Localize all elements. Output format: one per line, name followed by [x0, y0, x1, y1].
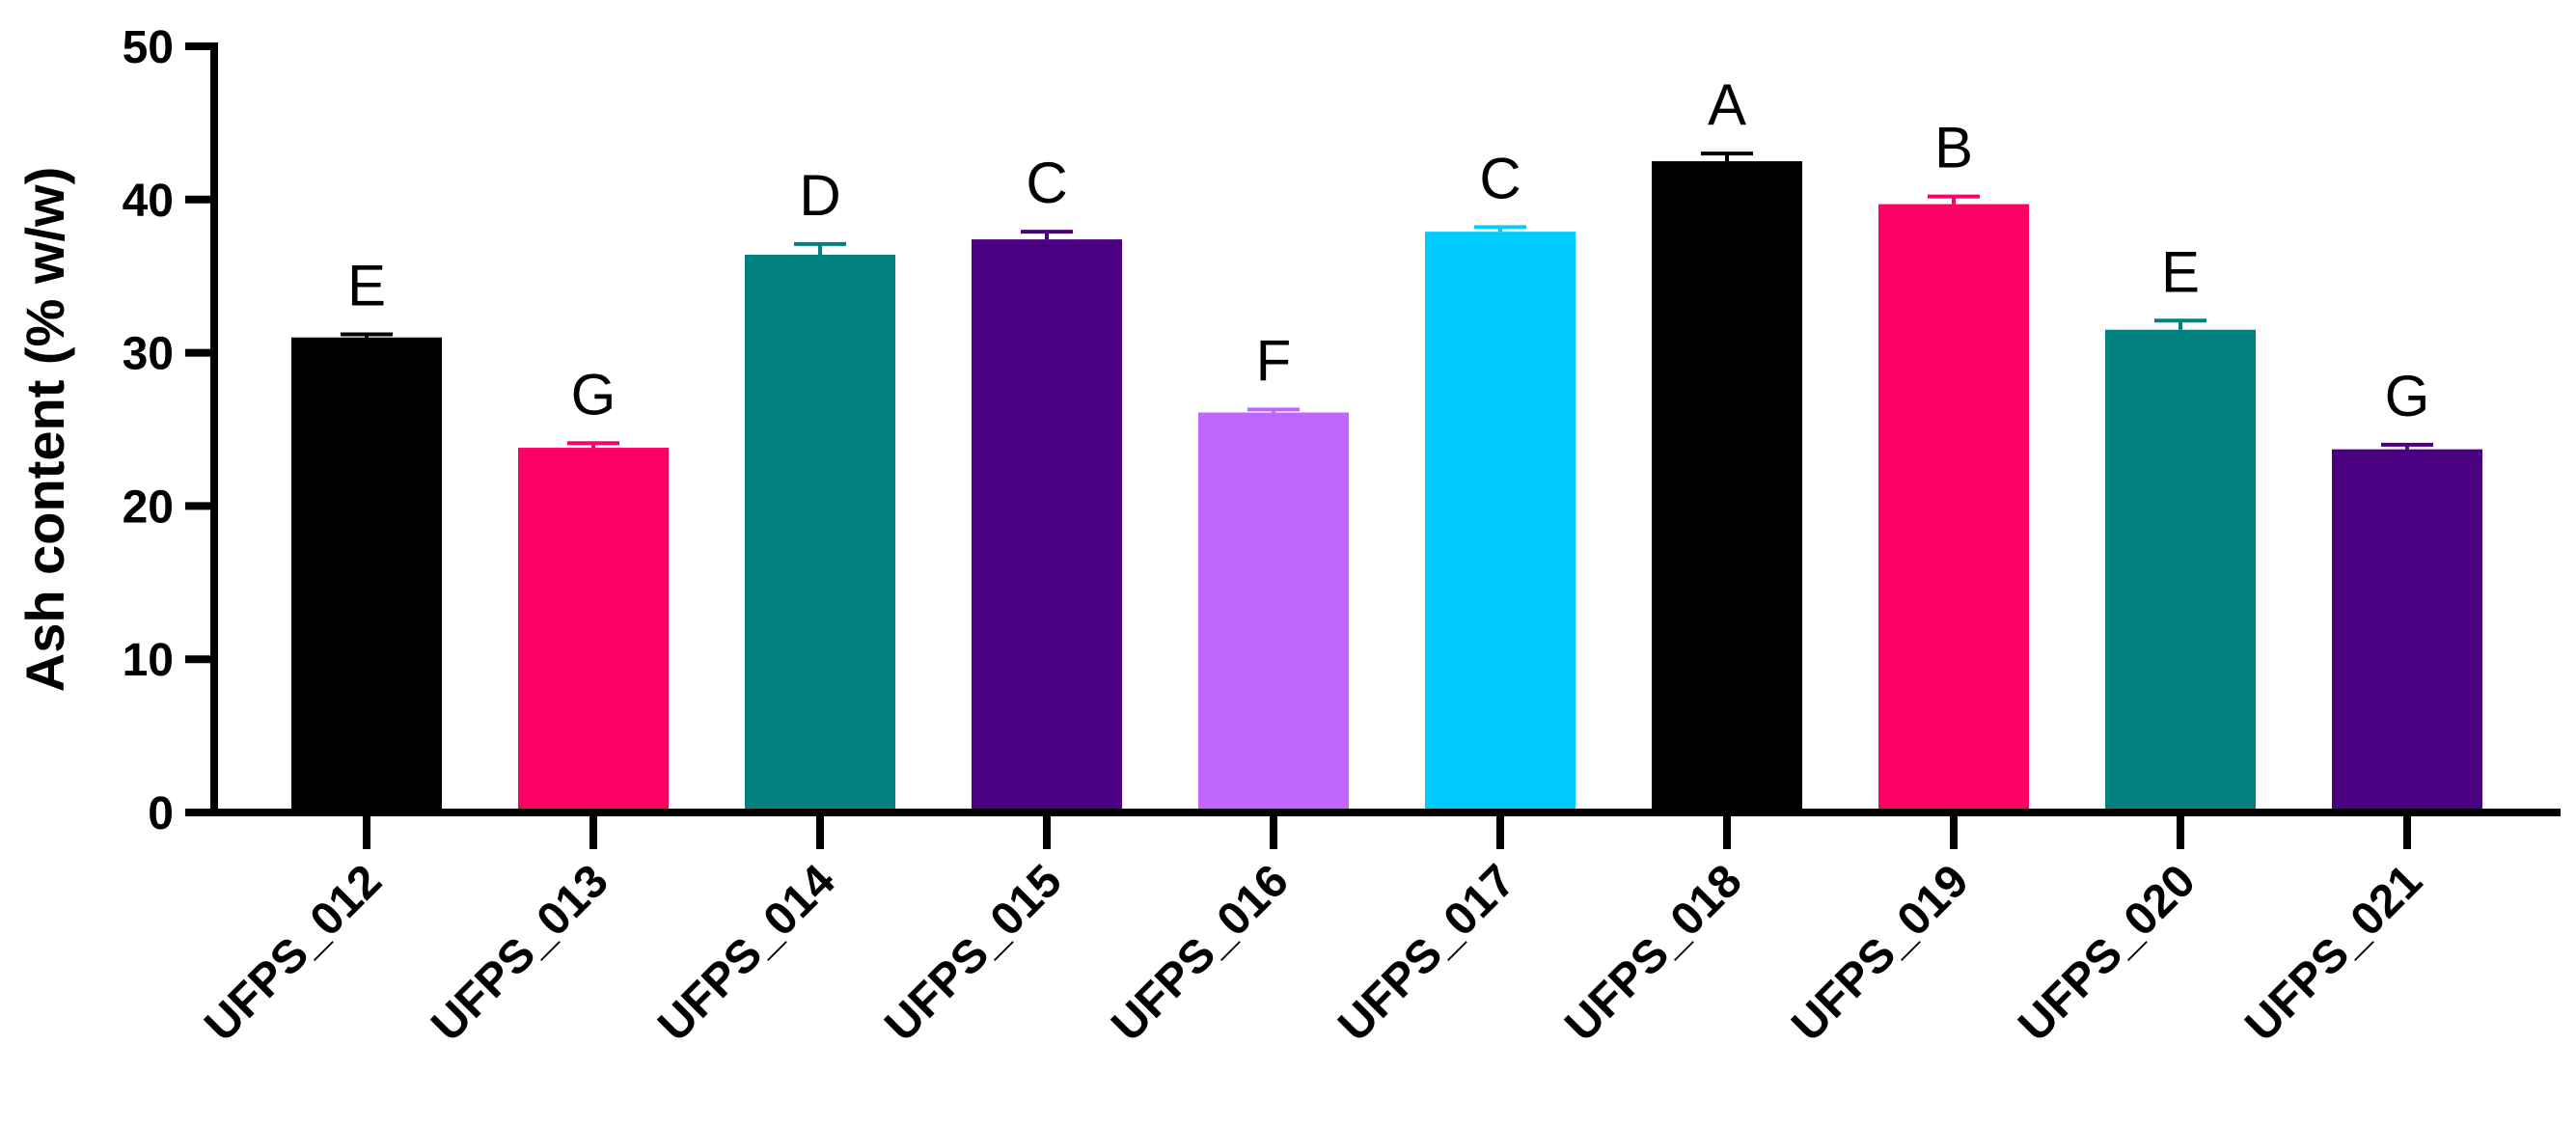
bar-ufps_015 [972, 239, 1122, 812]
bars-group [291, 161, 2482, 813]
bar-ufps_016 [1198, 412, 1349, 812]
x-tick-label: UFPS_017 [1329, 855, 1525, 1052]
bar-ufps_013 [518, 448, 669, 812]
axes-group [210, 42, 2561, 816]
significance-letter: D [799, 163, 840, 228]
significance-letter: F [1256, 328, 1292, 393]
significance-letter: E [2161, 239, 2200, 304]
significance-letter: E [347, 254, 386, 318]
error-bars-group [341, 151, 2433, 450]
y-tick-label: 50 [123, 22, 174, 73]
y-tick-label: 40 [123, 176, 174, 227]
x-tick-label: UFPS_019 [1782, 855, 1979, 1052]
bar-ufps_014 [745, 254, 895, 812]
x-tick-label: UFPS_013 [422, 855, 618, 1052]
x-tick-label: UFPS_018 [1555, 855, 1752, 1052]
significance-letter: B [1934, 116, 1973, 180]
significance-letter: A [1708, 72, 1746, 137]
significance-letter: C [1479, 146, 1521, 210]
bar-ufps_018 [1652, 161, 1802, 813]
x-tick-label: UFPS_020 [2009, 855, 2206, 1052]
y-tick-label: 0 [148, 788, 174, 839]
x-tick-label: UFPS_021 [2235, 855, 2432, 1052]
significance-letter: G [571, 362, 617, 426]
x-ticks-group: UFPS_012 UFPS_013 UFPS_014 UFPS_015 UFPS_016… [195, 812, 2432, 1052]
bar-ufps_021 [2332, 449, 2482, 812]
x-tick-label: UFPS_014 [648, 855, 845, 1052]
significance-letter: G [2385, 364, 2430, 428]
y-ticks-group: 0 10 20 30 40 50 [123, 22, 214, 839]
x-tick-label: UFPS_012 [195, 855, 392, 1052]
y-tick-label: 30 [123, 329, 174, 380]
y-axis-title: Ash content (% w/w) [14, 167, 75, 692]
bar-ufps_017 [1425, 232, 1576, 812]
y-tick-label: 20 [123, 481, 174, 533]
y-tick-label: 10 [123, 635, 174, 686]
bar-ufps_020 [2105, 329, 2256, 812]
x-tick-label: UFPS_016 [1102, 855, 1299, 1052]
significance-letter: C [1026, 151, 1067, 215]
bar-ufps_012 [291, 337, 442, 812]
significance-letters-group: E G D C F C A B E G [347, 72, 2429, 428]
x-tick-label: UFPS_015 [875, 855, 1072, 1052]
bar-ufps_019 [1878, 204, 2029, 813]
